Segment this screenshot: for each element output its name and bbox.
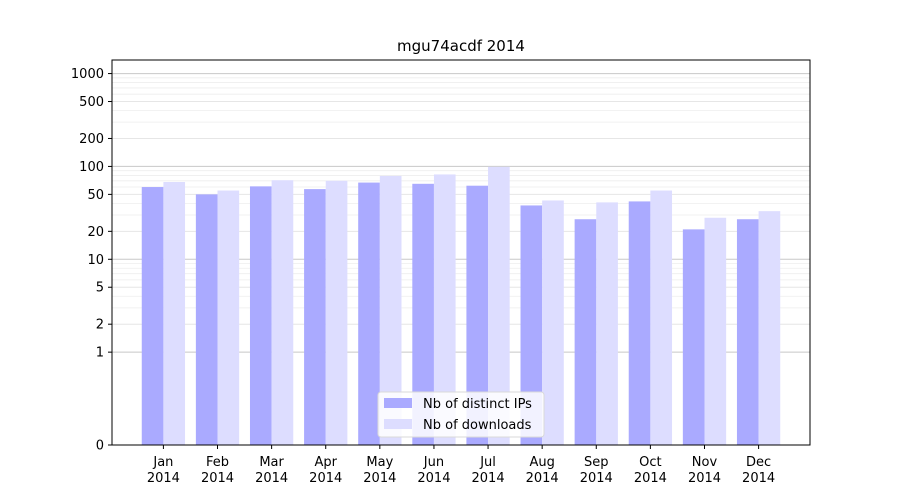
bar-distinct-ips <box>412 183 434 446</box>
bar-downloads <box>542 200 564 445</box>
bar-distinct-ips <box>736 219 759 445</box>
plot-area-frame <box>111 59 811 446</box>
legend-box <box>377 391 545 438</box>
bar-distinct-ips <box>195 194 218 445</box>
bar-distinct-ips <box>141 187 164 445</box>
x-tick-label: Jan 2014 <box>147 455 180 486</box>
bar-downloads <box>379 175 402 445</box>
bar-downloads <box>271 180 294 445</box>
bar-downloads <box>433 174 456 446</box>
x-tick-label: Feb 2014 <box>201 455 234 486</box>
bar-downloads <box>163 181 186 445</box>
legend: Nb of distinct IPs Nb of downloads <box>377 391 545 438</box>
bar-downloads <box>217 190 240 445</box>
x-tick-label: Aug 2014 <box>526 455 559 486</box>
bar-distinct-ips <box>520 205 543 445</box>
y-tick-label: 5 <box>96 281 104 296</box>
bar-downloads <box>758 211 781 445</box>
chart-title: mgu74acdf 2014 <box>397 37 525 55</box>
x-tick-label: May 2014 <box>363 455 396 486</box>
x-tick-label: Mar 2014 <box>255 455 288 486</box>
bar-downloads <box>704 217 727 445</box>
bar-distinct-ips <box>304 189 326 445</box>
y-tick-label: 20 <box>87 225 104 240</box>
bar-distinct-ips <box>682 229 705 445</box>
y-axis: 0 1 2 5 10 20 50 100 200 500 1000 <box>71 67 112 454</box>
bar-distinct-ips <box>249 186 272 445</box>
y-tick-label: 200 <box>79 132 104 147</box>
bar-downloads <box>596 202 618 445</box>
bar-distinct-ips <box>358 182 380 445</box>
legend-label: Nb of downloads <box>423 418 532 433</box>
x-tick-label: Sep 2014 <box>580 455 613 486</box>
y-tick-label: 500 <box>79 95 104 110</box>
legend-swatch <box>384 419 412 429</box>
y-tick-label: 0 <box>96 439 104 454</box>
y-tick-label: 10 <box>87 253 104 268</box>
bar-distinct-ips <box>574 219 597 445</box>
bar-downloads <box>488 166 510 445</box>
bar-downloads <box>325 180 348 446</box>
bar-downloads <box>650 190 673 445</box>
y-tick-label: 1 <box>96 346 104 361</box>
y-tick-label: 50 <box>87 188 104 203</box>
x-tick-label: Jun 2014 <box>417 455 450 486</box>
x-axis: Jan 2014 Feb 2014 Mar 2014 Apr 2014 May 2014 Jun 20… <box>147 445 775 486</box>
y-tick-label: 2 <box>96 318 104 333</box>
legend-label: Nb of distinct IPs <box>423 397 532 412</box>
x-tick-label: Dec 2014 <box>742 455 775 486</box>
x-tick-label: Nov 2014 <box>688 455 721 486</box>
x-tick-label: Oct 2014 <box>634 455 667 486</box>
bars <box>141 166 781 446</box>
x-tick-label: Jul 2014 <box>472 455 505 486</box>
x-tick-label: Apr 2014 <box>309 455 342 486</box>
bar-distinct-ips <box>466 185 489 445</box>
y-tick-label: 1000 <box>71 67 104 82</box>
y-tick-label: 100 <box>79 160 104 175</box>
legend-swatch <box>384 398 412 408</box>
bar-distinct-ips <box>628 201 651 445</box>
